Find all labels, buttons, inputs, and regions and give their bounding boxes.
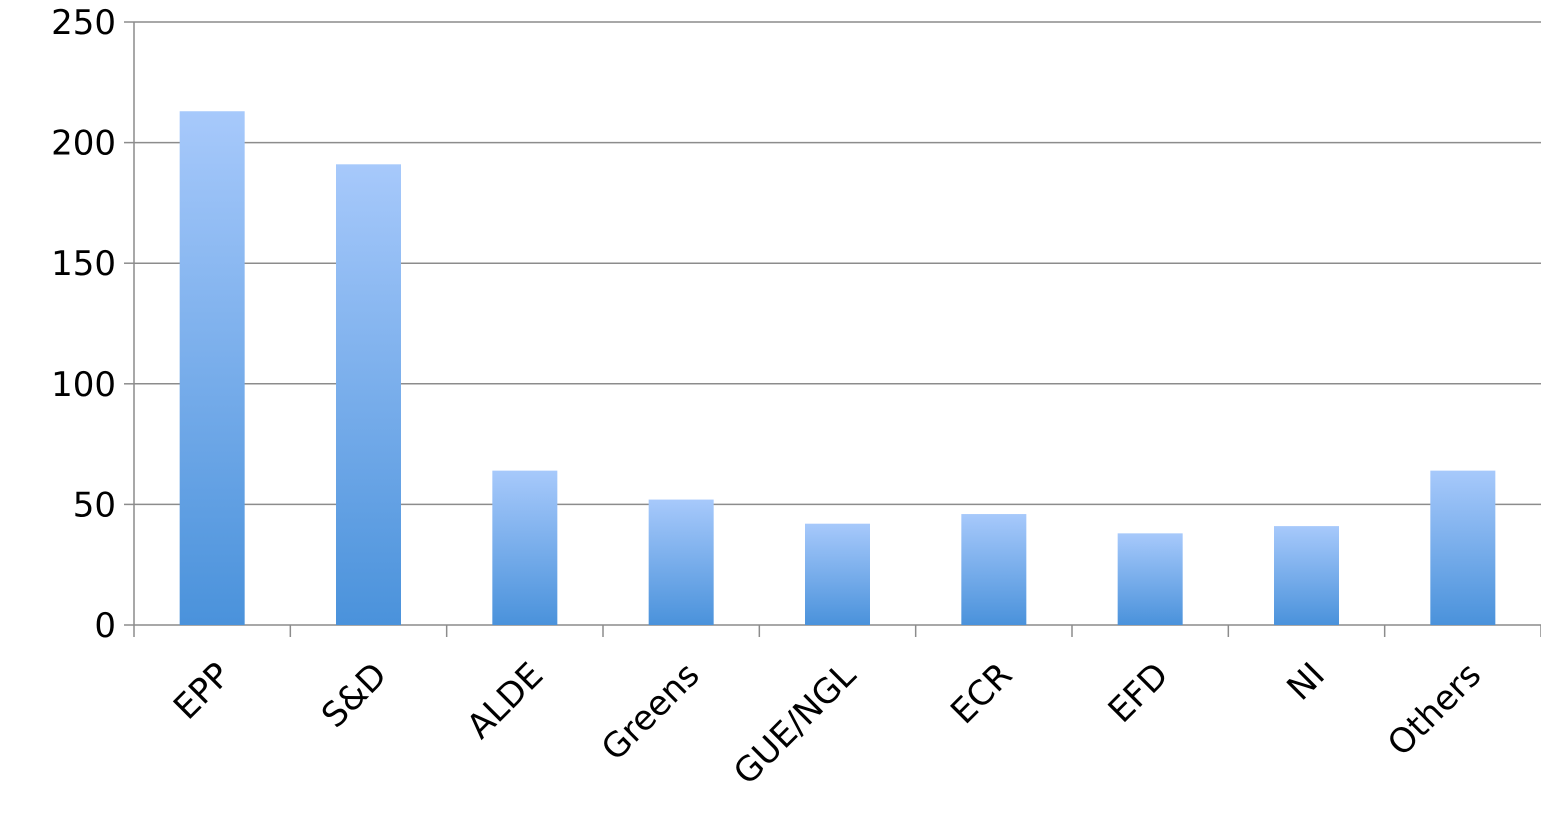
y-tick-label: 250	[51, 3, 116, 43]
x-category-labels: EPP S&D ALDE Greens GUE/NGL ECR EFD NI Others	[166, 655, 1489, 793]
bar-others	[1430, 470, 1496, 625]
x-category-label: NI	[1279, 655, 1332, 708]
bar-epp	[179, 111, 245, 625]
x-category-label: ECR	[943, 655, 1020, 732]
x-category-label: Others	[1380, 655, 1489, 764]
y-tick-label: 200	[51, 124, 116, 164]
x-category-label: GUE/NGL	[726, 655, 864, 793]
y-tick-label: 0	[94, 606, 116, 646]
x-category-label: Greens	[594, 655, 708, 769]
y-tick-labels: 0 50 100 150 200 250	[51, 3, 116, 646]
bar-s-d	[336, 164, 401, 626]
y-tick-label: 150	[51, 244, 116, 284]
x-category-label: S&D	[314, 655, 395, 736]
x-category-label: EPP	[166, 655, 238, 727]
bar-greens	[648, 499, 714, 625]
x-category-label: EFD	[1101, 655, 1177, 731]
bar-efd	[1117, 533, 1183, 625]
y-tick-label: 100	[51, 365, 116, 405]
x-category-label: ALDE	[459, 655, 551, 747]
bar-alde	[492, 470, 558, 625]
y-tick-label: 50	[73, 485, 116, 525]
bars	[179, 111, 1496, 626]
bar-ecr	[961, 514, 1027, 625]
bar-gue-ngl	[805, 523, 870, 625]
bar-ni	[1274, 526, 1339, 625]
